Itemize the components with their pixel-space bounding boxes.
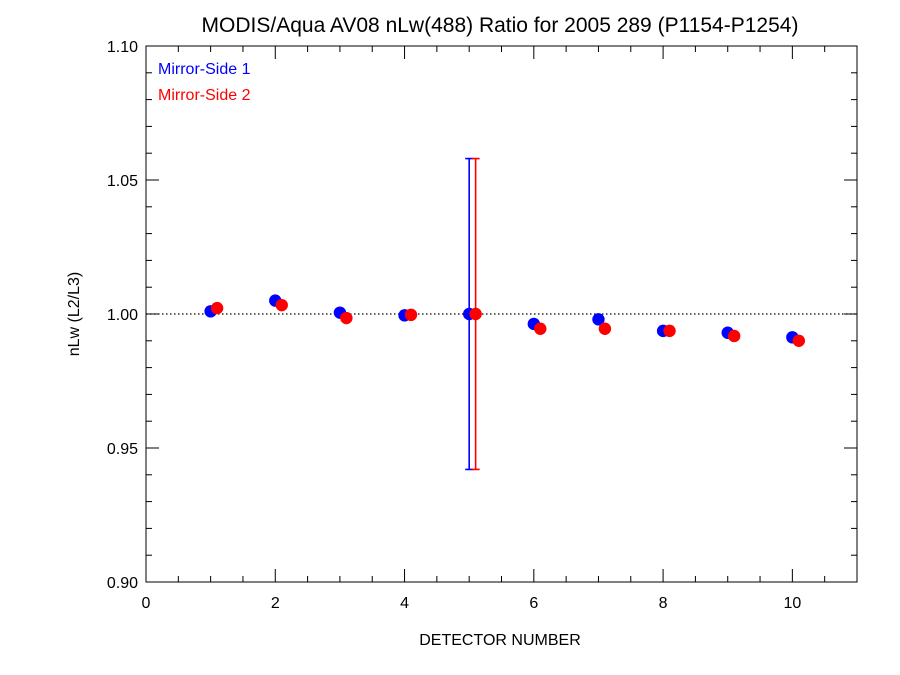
x-tick-label: 6 bbox=[529, 595, 538, 612]
data-point-series-2 bbox=[598, 322, 612, 335]
data-point-series-2 bbox=[792, 334, 806, 347]
y-tick-label: 1.00 bbox=[107, 307, 138, 324]
x-tick-label: 0 bbox=[142, 595, 151, 612]
data-point-series-2 bbox=[534, 322, 547, 335]
x-axis-label: DETECTOR NUMBER bbox=[419, 632, 581, 649]
x-tick-label: 8 bbox=[659, 595, 668, 612]
y-tick-label: 0.90 bbox=[107, 575, 138, 592]
x-tick-label: 10 bbox=[783, 595, 801, 612]
data-point-series-2 bbox=[210, 301, 224, 315]
axis-ticks bbox=[145, 45, 858, 583]
x-tick-labels: 0 2 4 6 8 10 bbox=[142, 595, 802, 612]
data-point-series-2 bbox=[469, 307, 482, 321]
data-points bbox=[204, 294, 806, 347]
y-tick-label: 1.10 bbox=[107, 39, 138, 56]
data-point-series-2 bbox=[727, 329, 741, 343]
data-point-series-2 bbox=[275, 298, 288, 312]
y-tick-labels: 0.90 0.95 1.00 1.05 1.10 bbox=[107, 39, 138, 592]
x-tick-label: 4 bbox=[400, 595, 409, 612]
x-tick-label: 2 bbox=[271, 595, 280, 612]
chart-title: MODIS/Aqua AV08 nLw(488) Ratio for 2005 … bbox=[202, 14, 799, 37]
data-point-series-2 bbox=[663, 324, 676, 338]
legend-item-mirror-side-2: Mirror-Side 2 bbox=[158, 87, 251, 104]
data-point-series-2 bbox=[340, 311, 353, 325]
data-point-series-2 bbox=[404, 308, 418, 322]
legend-item-mirror-side-1: Mirror-Side 1 bbox=[158, 61, 251, 78]
y-tick-label: 0.95 bbox=[107, 441, 138, 458]
data-point-series-1 bbox=[592, 313, 605, 326]
y-tick-label: 1.05 bbox=[107, 173, 138, 190]
y-axis-label: nLw (L2/L3) bbox=[66, 272, 83, 357]
